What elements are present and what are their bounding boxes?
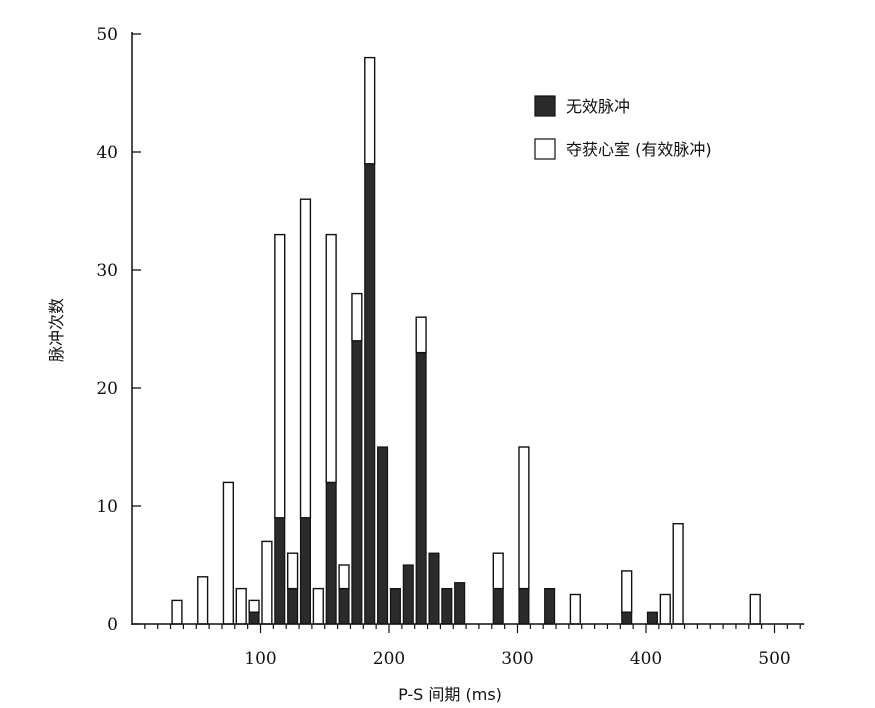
- axes-layer: 0 10 20 30 40 50 100 200 300 400 500: [96, 25, 805, 669]
- bar-capture: [299, 198, 312, 519]
- bar-ineffective: [428, 552, 440, 625]
- bar-capture: [518, 446, 530, 590]
- bar-ineffective: [299, 517, 311, 625]
- bars-layer: [171, 56, 761, 625]
- bar-capture: [171, 599, 183, 625]
- bar-capture: [338, 564, 350, 590]
- y-axis-title: 脉冲次数: [47, 298, 66, 362]
- bar-ineffective: [364, 163, 376, 625]
- bar-capture: [659, 593, 671, 625]
- bar-ineffective: [646, 611, 658, 625]
- bar-ineffective: [454, 582, 466, 625]
- bar-capture: [672, 523, 684, 625]
- bar-capture: [325, 233, 337, 484]
- x-tick-label: 200: [373, 649, 405, 669]
- bar-ineffective: [441, 587, 453, 625]
- bar-ineffective: [492, 587, 504, 625]
- bar-capture: [197, 576, 209, 625]
- x-tick-label: 500: [758, 649, 790, 669]
- x-tick-label: 100: [244, 649, 276, 669]
- legend-swatch-capture: [534, 138, 556, 160]
- bar-ineffective: [351, 340, 363, 625]
- y-tick-label: 0: [107, 615, 118, 635]
- y-tick-label: 20: [96, 379, 118, 399]
- bar-ineffective: [287, 587, 299, 625]
- y-tick-label: 50: [96, 25, 118, 45]
- bar-capture: [621, 570, 633, 613]
- legend-swatch-ineffective: [534, 95, 556, 117]
- bar-ineffective: [377, 446, 389, 625]
- bar-capture: [222, 481, 234, 625]
- legend: 无效脉冲 夺获心室 (有效脉冲): [534, 95, 712, 160]
- bar-capture: [235, 587, 247, 625]
- bar-capture: [415, 316, 427, 354]
- bar-ineffective: [544, 587, 556, 625]
- bar-capture: [274, 233, 286, 519]
- y-tick-label: 40: [96, 143, 118, 163]
- bar-capture: [351, 292, 363, 342]
- bar-capture: [248, 599, 260, 613]
- x-tick-label: 400: [630, 649, 662, 669]
- x-tick-label: 300: [501, 649, 533, 669]
- bar-capture: [261, 540, 273, 625]
- bar-capture: [364, 56, 376, 165]
- bar-capture: [569, 593, 581, 625]
- bar-ineffective: [274, 517, 286, 625]
- legend-label-capture: 夺获心室 (有效脉冲): [566, 140, 712, 159]
- bar-capture: [492, 552, 504, 590]
- bar-capture: [749, 593, 761, 625]
- bar-ineffective: [621, 611, 633, 625]
- bar-ineffective: [338, 587, 350, 625]
- bar-capture: [287, 552, 299, 590]
- y-tick-label: 30: [96, 261, 118, 281]
- bar-ineffective: [415, 352, 427, 625]
- legend-label-ineffective: 无效脉冲: [566, 97, 630, 116]
- bar-ineffective: [248, 611, 260, 625]
- x-axis-title: P-S 间期 (ms): [398, 685, 502, 704]
- bar-ineffective: [325, 481, 337, 625]
- bar-capture: [312, 587, 324, 625]
- bar-ineffective: [389, 587, 401, 625]
- y-tick-label: 10: [96, 497, 118, 517]
- bar-ineffective: [518, 587, 530, 625]
- bar-ineffective: [402, 564, 414, 625]
